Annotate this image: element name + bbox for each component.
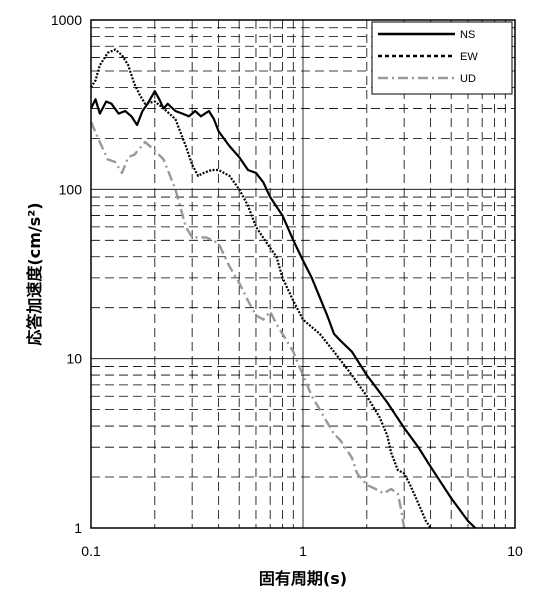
x-tick-label: 0.1: [81, 543, 101, 559]
y-tick-labels: 1 10 100 1000: [51, 12, 82, 536]
legend: NS EW UD: [371, 21, 513, 95]
plot-frame: [90, 19, 516, 529]
series-line-ns: [90, 90, 477, 529]
y-tick-label: 1000: [51, 12, 82, 28]
series-layer: [89, 48, 477, 529]
y-tick-label: 10: [66, 351, 82, 367]
x-axis-label: 固有周期(s): [259, 569, 347, 588]
x-tick-label: 1: [299, 543, 307, 559]
x-tick-label: 10: [507, 543, 523, 559]
series-line-ew: [90, 48, 432, 529]
legend-label-ew: EW: [460, 51, 478, 63]
legend-label-ud: UD: [460, 73, 476, 85]
x-tick-labels: 0.1 1 10: [81, 543, 523, 559]
y-axis-label: 応答加速度(cm/s²): [25, 202, 44, 345]
y-tick-label: 100: [59, 181, 83, 197]
legend-label-ns: NS: [460, 29, 475, 41]
series-line-ud: [89, 121, 406, 529]
y-tick-label: 1: [74, 520, 82, 536]
